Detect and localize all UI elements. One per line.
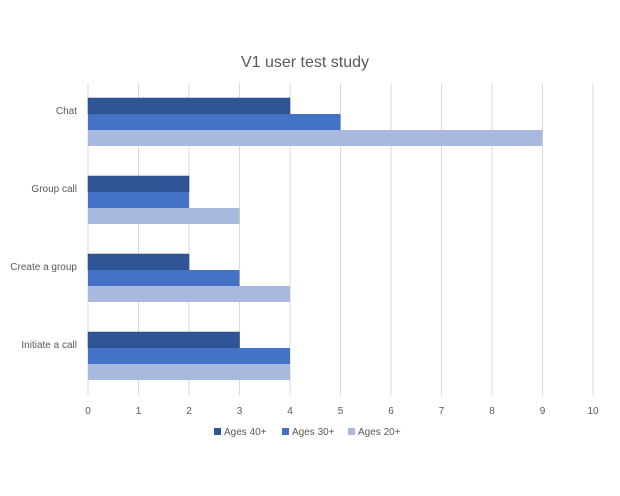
bar	[87, 175, 190, 193]
x-axis-ticks: 0 1 2 3 4 5 6 7 8 9 10	[85, 406, 599, 417]
bar	[88, 364, 290, 380]
legend-label: Ages 30+	[292, 427, 335, 438]
category-label: Initiate a call	[21, 340, 77, 351]
bar	[88, 286, 290, 302]
bar	[88, 130, 543, 146]
legend-label: Ages 20+	[358, 427, 401, 438]
x-tick-label: 5	[338, 406, 344, 417]
category-label: Chat	[56, 106, 77, 117]
x-tick-label: 7	[439, 406, 445, 417]
bar	[88, 348, 290, 364]
legend-label: Ages 40+	[224, 427, 267, 438]
x-tick-label: 2	[186, 406, 192, 417]
bar	[88, 192, 189, 208]
x-tick-label: 0	[85, 406, 91, 417]
x-tick-label: 8	[489, 406, 495, 417]
x-tick-label: 6	[388, 406, 394, 417]
x-tick-label: 3	[237, 406, 243, 417]
bars	[87, 97, 543, 380]
bar	[88, 114, 341, 130]
x-tick-label: 4	[287, 406, 293, 417]
bar	[88, 208, 240, 224]
x-tick-label: 9	[540, 406, 546, 417]
y-axis-categories: Chat Group call Create a group Initiate a c…	[10, 106, 77, 351]
legend: Ages 40+ Ages 30+ Ages 20+	[214, 427, 401, 438]
chart-title: V1 user test study	[241, 54, 369, 71]
legend-swatch	[282, 428, 289, 435]
bar	[87, 253, 190, 271]
x-tick-label: 1	[136, 406, 142, 417]
bar	[87, 331, 240, 349]
legend-swatch	[348, 428, 355, 435]
legend-swatch	[214, 428, 221, 435]
bar	[88, 270, 240, 286]
category-label: Group call	[31, 184, 77, 195]
x-tick-label: 10	[587, 406, 599, 417]
bar	[87, 97, 291, 115]
category-label: Create a group	[10, 262, 77, 273]
